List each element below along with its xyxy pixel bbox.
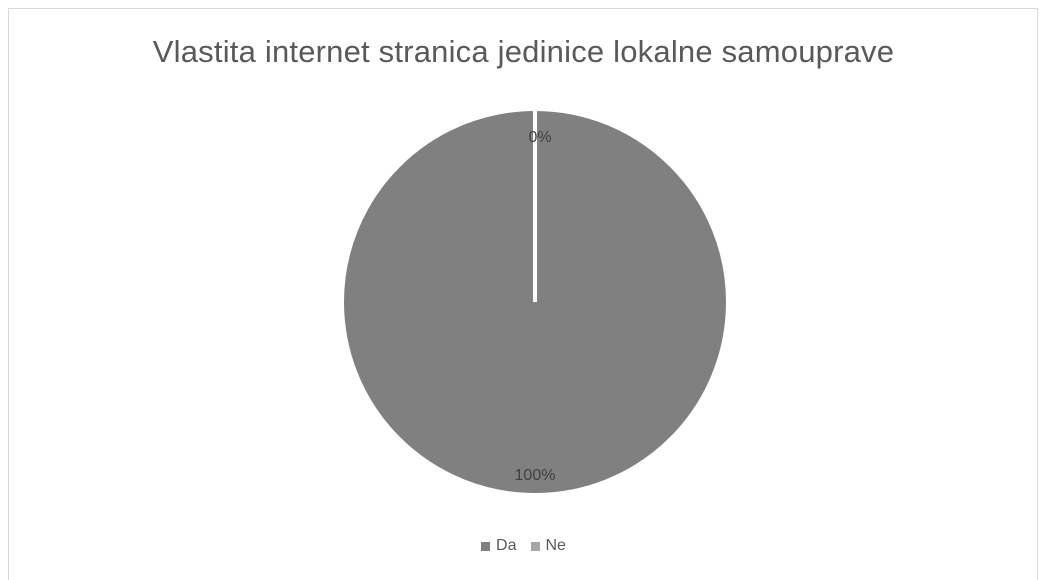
data-label-ne: 0% bbox=[528, 129, 551, 146]
chart-title: Vlastita internet stranica jedinice loka… bbox=[152, 34, 895, 69]
legend-swatch-ne bbox=[530, 541, 540, 551]
legend-item-ne: Ne bbox=[530, 537, 566, 555]
legend-label-da: Da bbox=[496, 537, 517, 554]
legend: Da Ne bbox=[0, 537, 1047, 555]
legend-label-ne: Ne bbox=[545, 537, 566, 554]
legend-swatch-da bbox=[481, 541, 491, 551]
data-label-da: 100% bbox=[515, 467, 556, 484]
legend-item-da: Da bbox=[481, 537, 517, 555]
